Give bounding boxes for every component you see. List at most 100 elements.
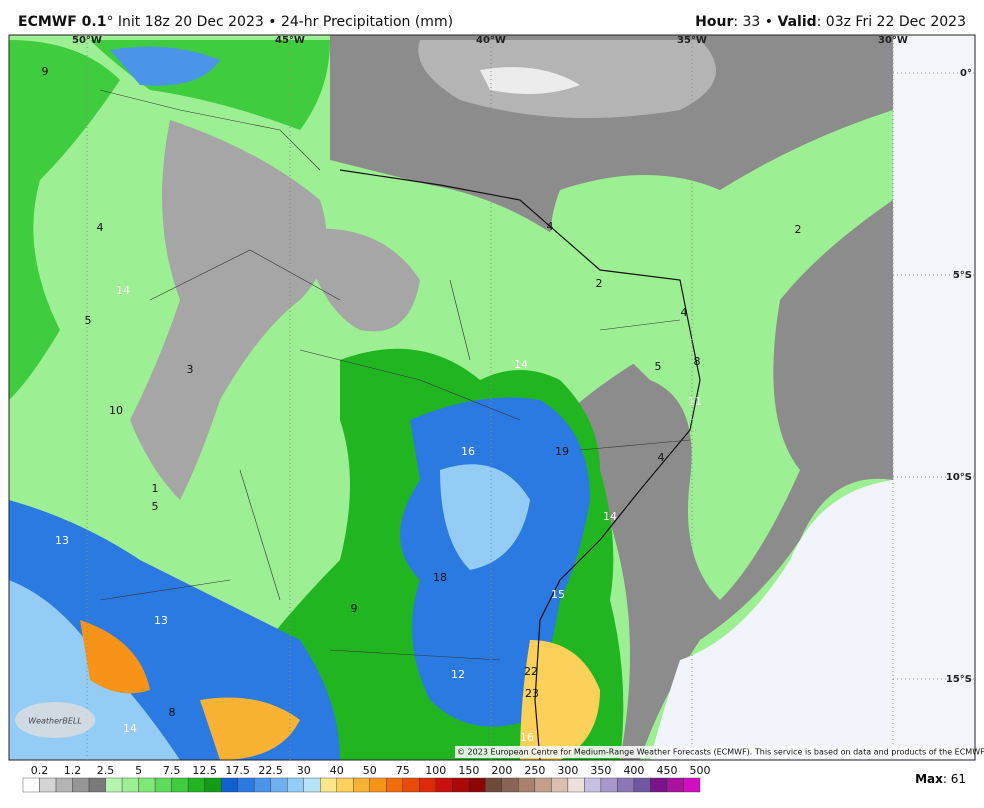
colorbar-tick: 17.5 — [225, 764, 250, 777]
precip-label: 4 — [658, 451, 665, 464]
precip-label: 16 — [461, 445, 475, 458]
colorbar-swatch — [88, 777, 106, 793]
colorbar-swatch — [22, 777, 40, 793]
colorbar-tick: 22.5 — [258, 764, 283, 777]
precip-label: 4 — [681, 306, 688, 319]
map-frame — [8, 34, 976, 761]
precip-label: 13 — [154, 614, 168, 627]
precip-label: 13 — [55, 534, 69, 547]
precip-label: 2 — [596, 277, 603, 290]
longitude-label: 50°W — [72, 35, 102, 46]
colorbar-tick: 400 — [623, 764, 644, 777]
valid-time: Hour: 33 • Valid: 03z Fri 22 Dec 2023 — [695, 14, 966, 30]
precip-label: 4 — [547, 220, 554, 233]
latitude-label: 15°S — [946, 674, 972, 685]
precip-label: 22 — [524, 665, 538, 678]
precip-label: 14 — [116, 284, 130, 297]
precip-label: 2 — [795, 223, 802, 236]
colorbar-swatch — [369, 777, 387, 793]
colorbar: 0.2 1.2 2.5 5 7.5 12.5 17.5 22.5 30 40 50 75 100 150 2… — [22, 764, 711, 793]
colorbar-tick: 7.5 — [163, 764, 181, 777]
precip-label: 5 — [85, 314, 92, 327]
colorbar-tick: 30 — [297, 764, 311, 777]
colorbar-swatch — [666, 777, 684, 793]
colorbar-swatch — [485, 777, 503, 793]
precip-label: 5 — [152, 500, 159, 513]
hour: : 33 • — [733, 14, 777, 30]
colorbar-swatch — [567, 777, 585, 793]
latitude-label: 10°S — [946, 472, 972, 483]
colorbar-swatch — [253, 777, 271, 793]
precip-label: 10 — [109, 404, 123, 417]
valid-label: Valid — [778, 14, 817, 30]
precip-label: 5 — [655, 360, 662, 373]
colorbar-swatch — [683, 777, 701, 793]
graticule — [86, 35, 975, 760]
colorbar-tick: 250 — [524, 764, 545, 777]
colorbar-swatch — [534, 777, 552, 793]
colorbar-swatch — [386, 777, 403, 793]
latitude-label: 0° — [960, 68, 972, 79]
precip-label: 23 — [525, 687, 539, 700]
colorbar-swatch — [154, 777, 172, 793]
precip-label: 14 — [514, 358, 528, 371]
longitude-label: 30°W — [878, 35, 908, 46]
copyright: © 2023 European Centre for Medium-Range … — [457, 748, 984, 757]
colorbar-tick: 150 — [458, 764, 479, 777]
colorbar-swatch — [270, 777, 288, 793]
max-value: : 61 — [943, 772, 966, 786]
title: ECMWF 0.1° Init 18z 20 Dec 2023 • 24-hr … — [18, 14, 453, 30]
colorbar-swatch — [501, 777, 519, 793]
colorbar-swatch — [584, 777, 602, 793]
precip-field — [9, 35, 975, 760]
colorbar-swatch — [303, 777, 321, 793]
max: Max: 61 — [915, 772, 966, 786]
longitude-label: 45°W — [275, 35, 305, 46]
precip-label: 9 — [351, 602, 358, 615]
precip-label: 4 — [97, 221, 104, 234]
degree: ° — [106, 14, 113, 30]
max-label: Max — [915, 772, 943, 786]
colorbar-swatch — [468, 777, 486, 793]
precip-label: 9 — [42, 65, 49, 78]
hour-label: Hour — [695, 14, 733, 30]
colorbar-tick: 450 — [656, 764, 677, 777]
colorbar-tick: 1.2 — [64, 764, 82, 777]
colorbar-swatch — [286, 777, 304, 793]
colorbar-swatch — [72, 777, 90, 793]
colorbar-tick: 300 — [557, 764, 578, 777]
colorbar-swatch — [617, 777, 635, 793]
precip-label: 14 — [123, 722, 137, 735]
colorbar-swatch — [171, 777, 189, 793]
copyright-bg — [455, 746, 973, 758]
precip-label: 16 — [520, 731, 534, 744]
precip-label: 1 — [152, 482, 159, 495]
colorbar-swatch — [551, 777, 569, 793]
colorbar-swatch — [452, 777, 470, 793]
precip-label: 15 — [551, 588, 565, 601]
colorbar-swatch — [402, 777, 420, 793]
colorbar-tick: 350 — [590, 764, 611, 777]
colorbar-swatch — [419, 777, 437, 793]
colorbar-swatch — [39, 777, 57, 793]
logo: WeatherBELL — [28, 717, 82, 726]
model: ECMWF 0.1 — [18, 14, 106, 30]
colorbar-swatch — [435, 777, 453, 793]
longitude-label: 35°W — [677, 35, 707, 46]
colorbar-swatch — [518, 777, 536, 793]
valid: : 03z Fri 22 Dec 2023 — [817, 14, 966, 30]
colorbar-swatch — [650, 777, 668, 793]
colorbar-swatch — [353, 777, 370, 793]
init: Init 18z 20 Dec 2023 • 24-hr Precipitati… — [113, 14, 453, 30]
logo-bg — [15, 702, 95, 738]
latitude-label: 5°S — [953, 270, 972, 281]
colorbar-swatch — [237, 777, 255, 793]
longitude-label: 40°W — [476, 35, 506, 46]
colorbar-swatch — [55, 777, 73, 793]
colorbar-swatch — [138, 777, 156, 793]
colorbar-swatch — [320, 777, 337, 793]
precip-label: 11 — [688, 395, 702, 408]
precip-label: 8 — [169, 706, 176, 719]
